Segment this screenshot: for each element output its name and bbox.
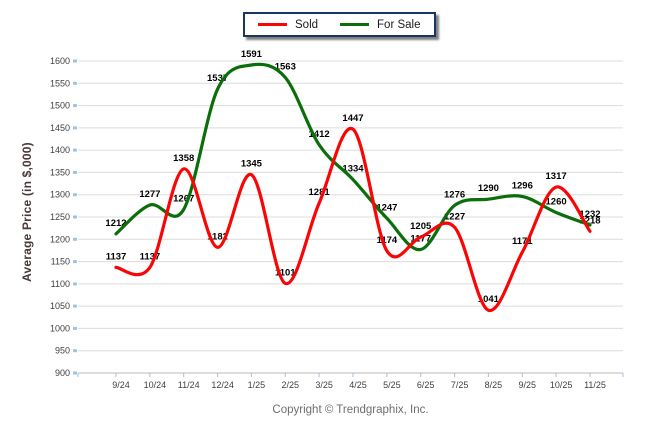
y-tick-label: 1200 (50, 234, 70, 244)
x-tick-label: 7/25 (451, 380, 469, 390)
legend-item-sold: Sold (258, 19, 318, 31)
point-label-for-sale: 1212 (105, 218, 126, 229)
point-label-for-sale: 1276 (444, 189, 465, 200)
x-tick-label: 5/25 (383, 380, 401, 390)
y-tick-label: 1550 (50, 78, 70, 88)
legend-item-for-sale: For Sale (340, 18, 421, 31)
y-tick-label: 900 (55, 368, 70, 378)
chart-legend: Sold For Sale (243, 12, 436, 37)
y-tick-label: 1150 (51, 257, 70, 267)
y-tick-label: 1600 (50, 56, 70, 66)
x-tick-label: 10/24 (144, 380, 167, 390)
point-label-for-sale: 1232 (579, 209, 600, 220)
x-tick-label: 3/25 (315, 380, 333, 390)
x-tick-label: 10/25 (550, 380, 573, 390)
point-label-sold: 1182 (207, 231, 228, 242)
point-label-for-sale: 1591 (241, 49, 263, 60)
sold-line-swatch (258, 23, 287, 26)
point-label-sold: 1358 (173, 153, 194, 164)
point-label-sold: 1281 (309, 187, 331, 198)
point-label-sold: 1227 (444, 211, 465, 222)
point-label-sold: 1137 (106, 251, 127, 262)
point-label-sold: 1345 (241, 159, 263, 170)
series-line-for-sale (114, 62, 592, 252)
y-tick-label: 1350 (50, 167, 70, 177)
y-tick-label: 1100 (51, 279, 70, 289)
point-label-sold: 1317 (546, 171, 567, 182)
x-tick-label: 8/25 (485, 380, 503, 390)
x-tick-label: 11/24 (178, 380, 200, 390)
point-label-for-sale: 1260 (546, 197, 567, 208)
y-tick-label: 1250 (50, 212, 70, 222)
x-tick-label: 4/25 (349, 380, 367, 390)
point-label-for-sale: 1290 (478, 183, 499, 194)
point-label-for-sale: 1563 (275, 62, 296, 73)
for-sale-line-swatch (340, 23, 370, 26)
legend-label-sold: Sold (295, 18, 319, 31)
point-label-for-sale: 1277 (139, 189, 160, 200)
point-label-sold: 1174 (377, 235, 398, 246)
x-tick-label: 11/25 (584, 380, 606, 390)
y-tick-label: 1300 (50, 190, 70, 200)
point-label-for-sale: 1334 (342, 164, 364, 175)
point-label-sold: 1041 (478, 294, 500, 305)
point-label-sold: 1218 (579, 215, 600, 226)
x-tick-label: 6/25 (417, 380, 435, 390)
y-tick-label: 1500 (50, 101, 70, 111)
point-label-sold: 1447 (342, 113, 363, 124)
point-label-for-sale: 1267 (173, 193, 194, 204)
y-tick-label: 1050 (50, 301, 70, 311)
series-line-sold (114, 127, 592, 312)
y-tick-label: 950 (55, 346, 70, 356)
copyright-text: Copyright © Trendgraphix, Inc. (272, 404, 429, 416)
point-label-sold: 1101 (275, 267, 296, 278)
y-tick-label: 1400 (50, 145, 70, 155)
x-tick-label: 1/25 (248, 380, 266, 390)
x-tick-label: 9/25 (519, 380, 537, 390)
point-label-sold: 1171 (512, 236, 533, 247)
x-tick-label: 9/24 (112, 380, 130, 390)
y-axis-title: Average Price (in $,000) (20, 142, 34, 282)
y-tick-label: 1000 (50, 323, 70, 333)
point-label-for-sale: 1412 (309, 129, 330, 140)
x-tick-label: 12/24 (211, 380, 234, 390)
point-label-for-sale: 1537 (207, 73, 228, 84)
point-label-for-sale: 1296 (512, 181, 533, 192)
x-tick-label: 2/25 (282, 380, 300, 390)
point-label-for-sale: 1247 (376, 202, 397, 213)
point-label-sold: 1137 (140, 251, 161, 262)
point-label-sold: 1205 (410, 221, 432, 232)
legend-label-for-sale: For Sale (377, 18, 421, 31)
y-tick-label: 1450 (50, 123, 70, 133)
point-label-for-sale: 1177 (410, 234, 431, 245)
